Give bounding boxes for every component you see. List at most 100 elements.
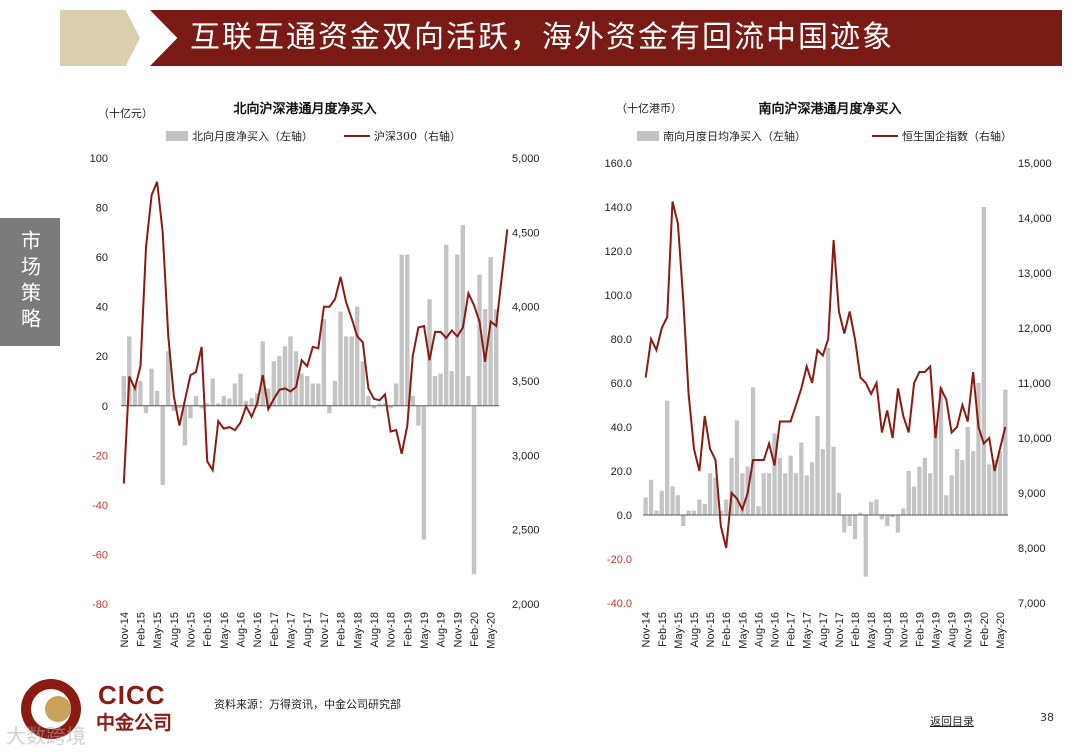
bar — [344, 336, 348, 405]
bar — [155, 391, 159, 406]
right-tick-label: 15,000 — [1018, 158, 1052, 170]
source-note: 资料来源：万得资讯，中金公司研究部 — [214, 696, 401, 712]
bar — [138, 381, 142, 406]
bar — [433, 376, 437, 406]
bar — [400, 255, 404, 406]
bar — [880, 515, 884, 519]
bar — [944, 495, 948, 515]
bar — [724, 500, 728, 515]
x-tick-label: Aug-19 — [436, 612, 448, 647]
bar — [815, 416, 819, 515]
right-tick-label: 12,000 — [1018, 323, 1052, 335]
legend-bar-swatch — [637, 131, 659, 141]
left-tick-label: 60 — [96, 252, 108, 264]
chart-title: 北向沪深港通月度净买入 — [233, 101, 376, 117]
unit-label: （十亿港币） — [616, 101, 682, 115]
bar — [853, 515, 857, 539]
bar — [211, 379, 215, 406]
left-tick-label: 20.0 — [611, 466, 632, 478]
x-tick-label: Nov-17 — [834, 612, 846, 647]
x-tick-label: Feb-19 — [402, 612, 414, 647]
bar — [767, 473, 771, 515]
bar — [305, 376, 309, 406]
x-tick-label: Aug-17 — [302, 612, 314, 647]
right-tick-label: 4,000 — [512, 302, 540, 314]
left-tick-label: -40.0 — [607, 598, 632, 610]
x-tick-label: May-20 — [486, 612, 498, 649]
x-tick-label: May-16 — [737, 612, 749, 649]
bar — [885, 515, 889, 526]
bar — [355, 307, 359, 406]
bar — [660, 491, 664, 515]
x-tick-label: Aug-16 — [753, 612, 765, 647]
bar — [794, 473, 798, 515]
x-tick-label: Aug-15 — [689, 612, 701, 647]
bar — [338, 312, 342, 406]
x-tick-label: Aug-15 — [169, 612, 181, 647]
left-tick-label: 60.0 — [611, 378, 632, 390]
x-tick-label: Feb-16 — [721, 612, 733, 647]
bar — [950, 475, 954, 515]
bar — [842, 515, 846, 533]
bar — [455, 255, 459, 406]
bar — [826, 348, 830, 515]
bar — [971, 451, 975, 515]
bar — [188, 406, 192, 418]
right-tick-label: 11,000 — [1018, 378, 1051, 390]
bar — [987, 464, 991, 515]
right-tick-label: 7,000 — [1018, 598, 1046, 610]
x-tick-label: Nov-14 — [641, 612, 653, 647]
bar — [1003, 390, 1007, 515]
southbound-chart: 南向沪深港通月度净买入（十亿港币）南向月度日均净买入（左轴） 恒生国企指数（右轴）… — [540, 0, 1080, 680]
x-tick-label: Aug-17 — [818, 612, 830, 647]
x-tick-label: May-18 — [866, 612, 878, 649]
bar — [923, 458, 927, 515]
bar — [837, 493, 841, 515]
x-tick-label: Nov-15 — [705, 612, 717, 647]
x-tick-label: Nov-17 — [319, 612, 331, 647]
bar — [366, 396, 370, 406]
bar — [751, 387, 755, 515]
x-tick-label: Feb-18 — [850, 612, 862, 647]
bar — [778, 458, 782, 515]
x-tick-label: Aug-18 — [882, 612, 894, 647]
bar — [316, 384, 320, 406]
legend-bar-swatch — [166, 131, 188, 141]
x-tick-label: Aug-18 — [369, 612, 381, 647]
bar — [194, 396, 198, 406]
bar — [665, 401, 669, 515]
bar — [361, 361, 365, 406]
right-tick-label: 9,000 — [1018, 488, 1046, 500]
bar — [810, 462, 814, 515]
bar — [917, 467, 921, 515]
bar — [422, 406, 426, 540]
x-tick-label: Feb-16 — [202, 612, 214, 647]
legend-line-label: 沪深300（右轴） — [374, 129, 461, 143]
x-tick-label: Nov-15 — [185, 612, 197, 647]
bar — [472, 406, 476, 575]
bar — [848, 515, 852, 526]
bar — [756, 506, 760, 515]
right-tick-label: 3,000 — [512, 450, 540, 462]
bar — [644, 497, 648, 515]
bar — [227, 398, 231, 405]
bar — [149, 369, 153, 406]
bar — [649, 480, 653, 515]
right-tick-label: 14,000 — [1018, 213, 1052, 225]
bar — [261, 341, 265, 405]
bar — [277, 356, 281, 406]
bar — [692, 511, 696, 515]
bar — [405, 255, 409, 406]
legend-bar-label: 南向月度日均净买入（左轴） — [663, 129, 806, 143]
x-tick-label: May-18 — [352, 612, 364, 649]
x-tick-label: Nov-19 — [452, 612, 464, 647]
bar — [874, 500, 878, 515]
left-tick-label: -20.0 — [607, 554, 632, 566]
x-tick-label: May-20 — [995, 612, 1007, 649]
right-tick-label: 2,500 — [512, 525, 540, 537]
right-tick-label: 13,000 — [1018, 268, 1052, 280]
bar — [670, 486, 674, 515]
back-to-contents-link[interactable]: 返回目录 — [930, 713, 974, 729]
left-tick-label: -60 — [92, 549, 108, 561]
left-tick-label: 160.0 — [604, 158, 632, 170]
